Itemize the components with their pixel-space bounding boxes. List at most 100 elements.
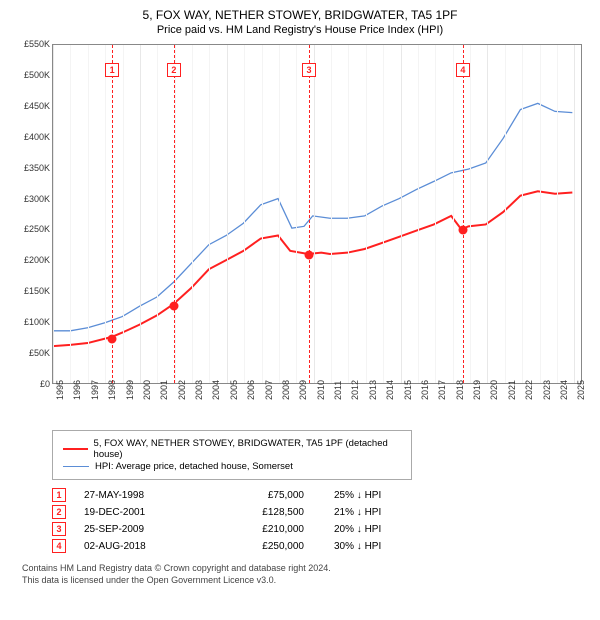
x-tick-label: 2021 — [507, 380, 517, 400]
gridline — [331, 45, 332, 383]
y-tick-label: £350K — [24, 163, 50, 173]
gridline — [453, 45, 454, 383]
y-tick-label: £300K — [24, 194, 50, 204]
event-marker-box: 1 — [105, 63, 119, 77]
y-tick-label: £550K — [24, 39, 50, 49]
event-marker-line — [463, 45, 464, 383]
y-tick-label: £150K — [24, 286, 50, 296]
x-tick-label: 1996 — [72, 380, 82, 400]
event-diff: 25% ↓ HPI — [334, 490, 424, 501]
event-marker-box: 4 — [456, 63, 470, 77]
event-diff: 30% ↓ HPI — [334, 541, 424, 552]
y-tick-label: £250K — [24, 224, 50, 234]
gridline — [296, 45, 297, 383]
legend-label: 5, FOX WAY, NETHER STOWEY, BRIDGWATER, T… — [94, 438, 401, 460]
gridline — [435, 45, 436, 383]
x-tick-label: 2014 — [385, 380, 395, 400]
x-tick-label: 2006 — [246, 380, 256, 400]
x-tick-label: 2010 — [316, 380, 326, 400]
gridline — [88, 45, 89, 383]
event-date: 25-SEP-2009 — [84, 524, 214, 535]
event-index-box: 1 — [52, 488, 66, 502]
x-tick-label: 2013 — [368, 380, 378, 400]
gridline — [105, 45, 106, 383]
x-tick-label: 2005 — [229, 380, 239, 400]
event-diff: 20% ↓ HPI — [334, 524, 424, 535]
chart-title: 5, FOX WAY, NETHER STOWEY, BRIDGWATER, T… — [10, 8, 590, 22]
x-tick-label: 1998 — [107, 380, 117, 400]
gridline — [540, 45, 541, 383]
gridline — [123, 45, 124, 383]
gridline — [227, 45, 228, 383]
x-tick-label: 2000 — [142, 380, 152, 400]
x-tick-label: 1997 — [90, 380, 100, 400]
legend-row: 5, FOX WAY, NETHER STOWEY, BRIDGWATER, T… — [63, 438, 401, 460]
legend: 5, FOX WAY, NETHER STOWEY, BRIDGWATER, T… — [52, 430, 412, 480]
data-point-marker — [304, 251, 313, 260]
y-axis: £0£50K£100K£150K£200K£250K£300K£350K£400… — [10, 44, 52, 384]
plot-area: 1 2 3 4 — [52, 44, 582, 384]
event-diff: 21% ↓ HPI — [334, 507, 424, 518]
x-axis: 1995199619971998199920002001200220032004… — [52, 386, 582, 424]
legend-label: HPI: Average price, detached house, Some… — [95, 461, 293, 472]
x-tick-label: 2024 — [559, 380, 569, 400]
gridline — [53, 45, 54, 383]
x-tick-label: 1995 — [55, 380, 65, 400]
gridline — [522, 45, 523, 383]
y-tick-label: £500K — [24, 70, 50, 80]
event-price: £75,000 — [214, 490, 304, 501]
event-marker-box: 3 — [302, 63, 316, 77]
x-tick-label: 2007 — [264, 380, 274, 400]
y-tick-label: £0 — [40, 379, 50, 389]
y-tick-label: £50K — [29, 348, 50, 358]
chart-area: £0 £50K £100K £150K £200K £250K £300K £350K £400… — [10, 44, 590, 424]
y-tick-label: £200K — [24, 255, 50, 265]
y-tick-label: £400K — [24, 132, 50, 142]
x-tick-label: 2025 — [576, 380, 586, 400]
x-tick-label: 2004 — [211, 380, 221, 400]
event-price: £250,000 — [214, 541, 304, 552]
x-tick-label: 2011 — [333, 381, 343, 400]
legend-swatch — [63, 466, 89, 467]
gridline — [192, 45, 193, 383]
gridline — [70, 45, 71, 383]
event-index-box: 3 — [52, 522, 66, 536]
event-index-box: 2 — [52, 505, 66, 519]
x-tick-label: 2008 — [281, 380, 291, 400]
event-marker-box: 2 — [167, 63, 181, 77]
events-table: 1 27-MAY-1998£75,000 25% ↓ HPI 2 19-DEC-2001… — [52, 488, 590, 553]
footer-line-1: Contains HM Land Registry data © Crown c… — [22, 563, 590, 575]
y-tick-label: £100K — [24, 317, 50, 327]
chart-subtitle: Price paid vs. HM Land Registry's House … — [10, 24, 590, 36]
legend-swatch — [63, 448, 88, 450]
footer-line-2: This data is licensed under the Open Gov… — [22, 575, 590, 587]
gridline — [574, 45, 575, 383]
event-date: 02-AUG-2018 — [84, 541, 214, 552]
event-row: 2 19-DEC-2001£128,500 21% ↓ HPI — [52, 505, 590, 519]
data-point-marker — [169, 301, 178, 310]
gridline — [470, 45, 471, 383]
gridline — [140, 45, 141, 383]
x-tick-label: 2015 — [403, 380, 413, 400]
x-tick-label: 2002 — [177, 380, 187, 400]
event-price: £210,000 — [214, 524, 304, 535]
x-tick-label: 2022 — [524, 380, 534, 400]
data-point-marker — [108, 334, 117, 343]
x-tick-label: 2017 — [437, 380, 447, 400]
event-price: £128,500 — [214, 507, 304, 518]
event-row: 4 02-AUG-2018£250,000 30% ↓ HPI — [52, 539, 590, 553]
gridline — [209, 45, 210, 383]
event-index-box: 4 — [52, 539, 66, 553]
event-date: 27-MAY-1998 — [84, 490, 214, 501]
event-date: 19-DEC-2001 — [84, 507, 214, 518]
gridline — [262, 45, 263, 383]
x-tick-label: 2009 — [298, 380, 308, 400]
event-row: 1 27-MAY-1998£75,000 25% ↓ HPI — [52, 488, 590, 502]
x-tick-label: 2016 — [420, 380, 430, 400]
x-tick-label: 2012 — [350, 380, 360, 400]
gridline — [383, 45, 384, 383]
event-marker-line — [174, 45, 175, 383]
gridline — [401, 45, 402, 383]
event-row: 3 25-SEP-2009£210,000 20% ↓ HPI — [52, 522, 590, 536]
x-tick-label: 1999 — [125, 380, 135, 400]
